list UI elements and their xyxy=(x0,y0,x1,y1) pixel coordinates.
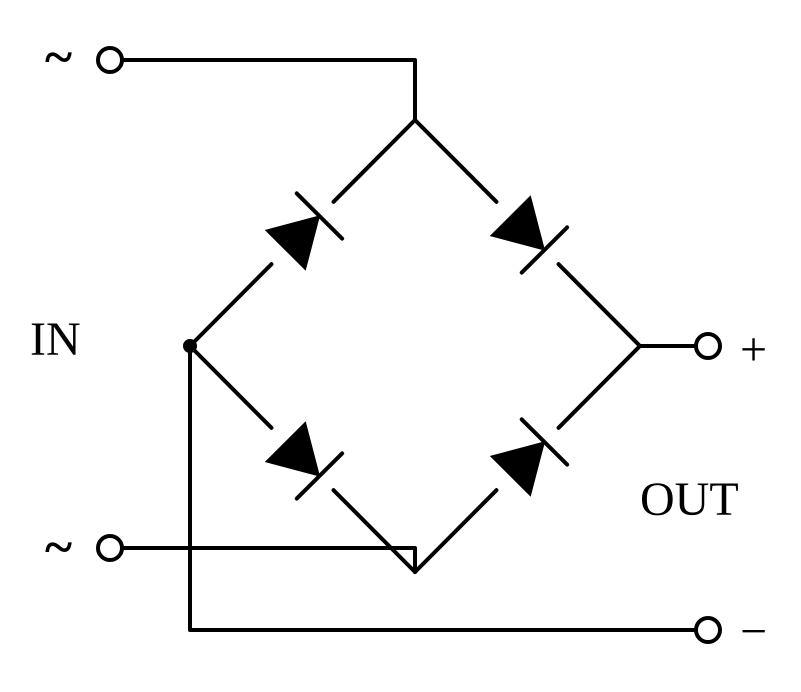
schematic-canvas: IN OUT ~ ~ + − xyxy=(0,0,801,692)
label-ac-bottom: ~ xyxy=(45,518,72,577)
wire-ac-top xyxy=(122,60,415,120)
diode-top-left xyxy=(266,216,320,270)
terminal-ac-top xyxy=(98,48,122,72)
label-minus: − xyxy=(740,604,767,659)
label-in: IN xyxy=(30,312,81,367)
diode-bottom-left xyxy=(266,422,320,476)
terminal-dc-minus xyxy=(696,618,720,642)
label-out: OUT xyxy=(640,472,739,527)
node-left xyxy=(185,341,195,351)
label-plus: + xyxy=(740,322,767,377)
label-ac-top: ~ xyxy=(45,28,72,87)
diode-top-right xyxy=(491,196,545,250)
wire-dc-minus xyxy=(190,346,696,630)
schematic-svg xyxy=(0,0,801,692)
diode-bottom-right xyxy=(491,442,545,496)
wire-ac-bottom xyxy=(122,548,415,572)
terminal-ac-bottom xyxy=(98,536,122,560)
terminal-dc-plus xyxy=(696,334,720,358)
